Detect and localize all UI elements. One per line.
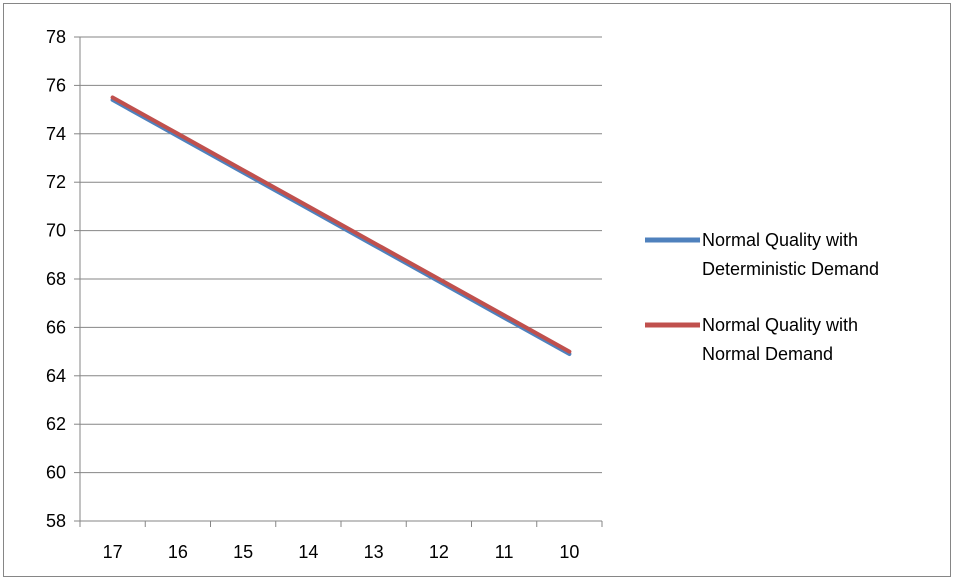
- y-tick-label: 74: [46, 124, 66, 144]
- x-axis-tick-labels: 17 16 15 14 13 12 11 10: [103, 542, 580, 562]
- x-tick-label: 15: [233, 542, 253, 562]
- data-series: [110, 95, 572, 356]
- x-tick-label: 14: [298, 542, 318, 562]
- series-line-1: [110, 97, 572, 356]
- x-tick-label: 17: [103, 542, 123, 562]
- series-line-2: [110, 95, 572, 354]
- legend: Normal Quality with Deterministic Demand N…: [645, 230, 879, 364]
- y-tick-label: 78: [46, 27, 66, 47]
- y-tick-label: 66: [46, 317, 66, 337]
- legend-label-1: Normal Quality with Deterministic Demand: [702, 230, 879, 279]
- y-tick-label: 70: [46, 221, 66, 241]
- x-tick-label: 12: [429, 542, 449, 562]
- y-tick-label: 62: [46, 414, 66, 434]
- axes: [74, 36, 603, 527]
- y-tick-label: 72: [46, 172, 66, 192]
- y-tick-label: 68: [46, 269, 66, 289]
- x-tick-label: 13: [364, 542, 384, 562]
- y-tick-label: 60: [46, 463, 66, 483]
- x-tick-label: 16: [168, 542, 188, 562]
- gridlines: [80, 36, 602, 474]
- x-tick-label: 10: [559, 542, 579, 562]
- chart-frame: [3, 3, 951, 577]
- legend-label-2: Normal Quality with Normal Demand: [702, 315, 858, 364]
- y-tick-label: 76: [46, 75, 66, 95]
- y-tick-label: 58: [46, 511, 66, 531]
- y-tick-label: 64: [46, 366, 66, 386]
- x-tick-label: 11: [495, 542, 514, 562]
- y-axis-tick-labels: 58 60 62 64 66 68 70 72 74 76 78: [46, 27, 66, 531]
